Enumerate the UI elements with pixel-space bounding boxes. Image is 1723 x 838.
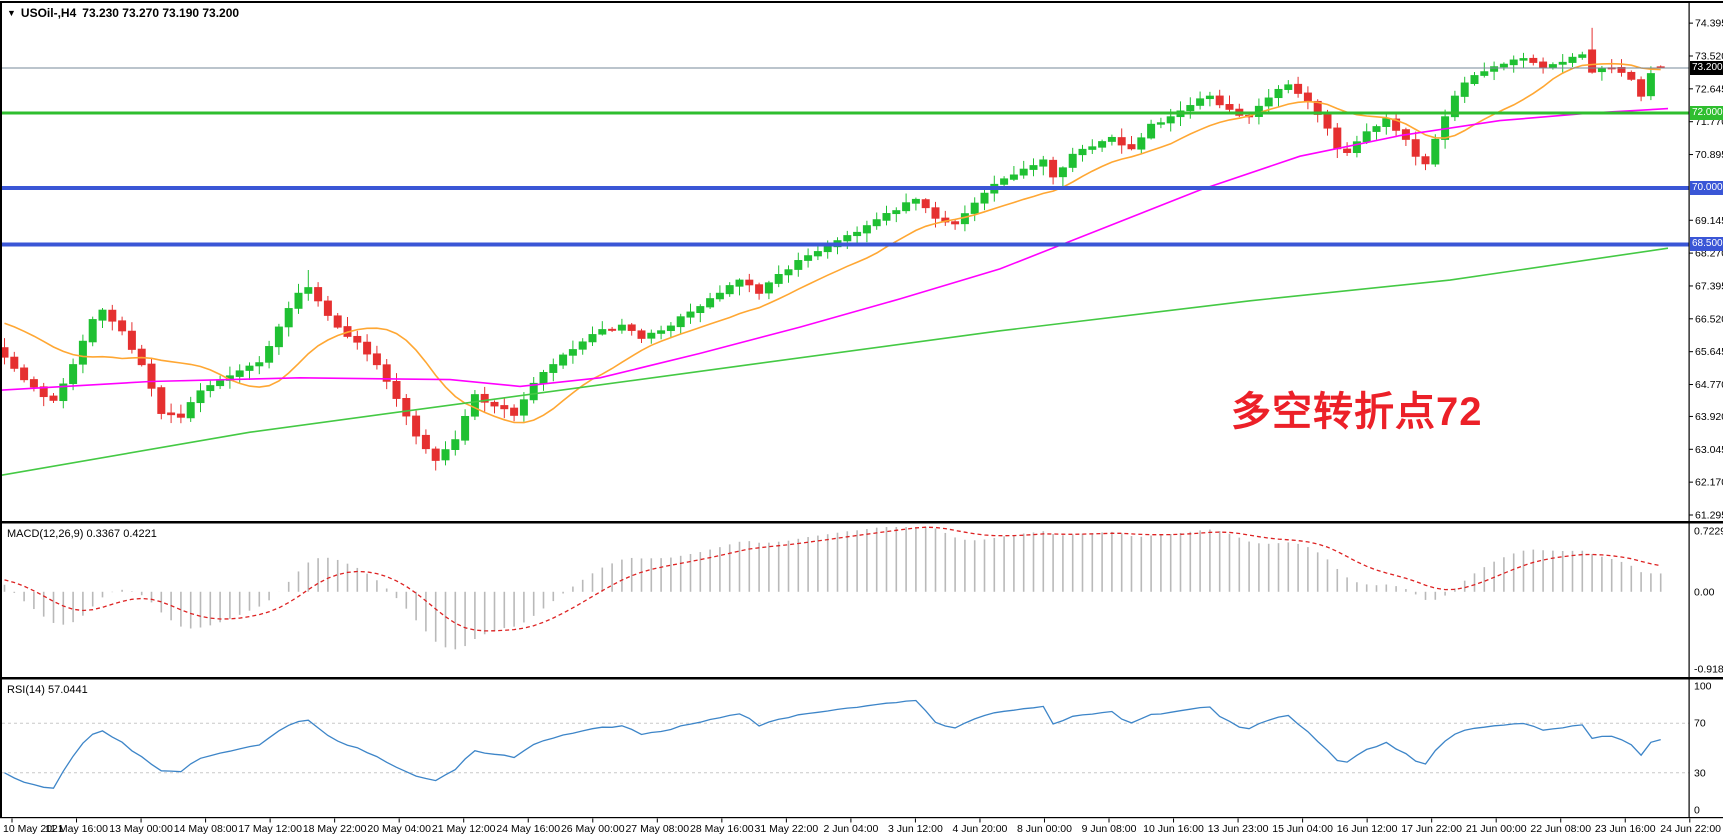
time-tick-label: 23 Jun 16:00: [1595, 823, 1656, 835]
rsi-axis-label: 100: [1694, 681, 1712, 693]
symbol-header: ▼ USOil-,H4 73.230 73.270 73.190 73.200: [7, 6, 239, 20]
price-tick-label: 65.645: [1695, 346, 1723, 358]
rsi-value: 57.0441: [47, 684, 88, 696]
level-badge-72: 72.000: [1690, 106, 1723, 120]
macd-panel[interactable]: [3, 526, 1662, 650]
level-badge-68-5: 68.500: [1690, 237, 1723, 251]
price-tick-label: 66.520: [1695, 313, 1723, 325]
macd-value-signal: 0.4221: [123, 528, 157, 540]
time-tick-label: 17 Jun 22:00: [1401, 823, 1462, 835]
time-tick-label: 21 May 12:00: [432, 823, 496, 835]
time-tick-label: 26 May 00:00: [561, 823, 625, 835]
time-tick-label: 2 Jun 04:00: [823, 823, 878, 835]
time-tick-label: 10 Jun 16:00: [1143, 823, 1204, 835]
time-tick-label: 13 Jun 23:00: [1208, 823, 1269, 835]
moving-averages: [0, 62, 1669, 477]
rsi-title: RSI(14): [7, 684, 45, 696]
price-tick-label: 64.770: [1695, 379, 1723, 391]
time-tick-label: 20 May 04:00: [367, 823, 431, 835]
rsi-line: [4, 699, 1661, 789]
rsi-axis-label: 30: [1694, 767, 1706, 779]
macd-signal-line: [4, 526, 1661, 632]
rsi-axis-label: 70: [1694, 718, 1706, 730]
time-tick-label: 14 May 08:00: [174, 823, 238, 835]
time-tick-label: 10 May 2021: [3, 823, 64, 835]
price-tick-label: 74.395: [1695, 18, 1723, 30]
time-tick-label: 22 Jun 08:00: [1530, 823, 1591, 835]
ohlc-values: 73.230 73.270 73.190 73.200: [82, 6, 240, 20]
ma-mid-line: [0, 107, 1669, 391]
symbol-name: USOil-,H4: [20, 6, 77, 20]
macd-indicator-label: MACD(12,26,9) 0.3367 0.4221: [7, 528, 157, 540]
rsi-panel[interactable]: [2, 699, 1689, 789]
price-tick-label: 63.045: [1695, 444, 1723, 456]
price-tick-label: 69.145: [1695, 215, 1723, 227]
macd-value-main: 0.3367: [86, 528, 121, 540]
level-badge-70: 70.000: [1690, 181, 1723, 195]
time-tick-label: 3 Jun 12:00: [888, 823, 943, 835]
time-tick-label: 4 Jun 20:00: [953, 823, 1008, 835]
current-price-badge: 73.200: [1690, 61, 1723, 75]
time-tick-label: 31 May 22:00: [755, 823, 819, 835]
time-tick-label: 27 May 08:00: [625, 823, 689, 835]
rsi-axis-label: 0: [1694, 805, 1700, 817]
time-tick-label: 8 Jun 00:00: [1017, 823, 1072, 835]
time-tick-label: 18 May 22:00: [303, 823, 367, 835]
price-tick-label: 63.920: [1695, 411, 1723, 423]
rsi-indicator-label: RSI(14) 57.0441: [7, 684, 88, 696]
ma-fast-line: [4, 62, 1661, 424]
macd-axis-label: 0.00: [1694, 586, 1715, 598]
time-tick-label: 11 May 16:00: [45, 823, 108, 835]
macd-axis-label: 0.7229: [1694, 526, 1723, 538]
macd-title: MACD(12,26,9): [7, 528, 84, 540]
price-tick-label: 72.645: [1695, 83, 1723, 95]
price-tick-label: 61.295: [1695, 510, 1723, 522]
chart-dropdown-icon[interactable]: ▼: [7, 8, 16, 18]
price-tick-label: 70.895: [1695, 149, 1723, 161]
time-tick-label: 24 Jun 22:00: [1660, 823, 1721, 835]
time-tick-label: 21 Jun 00:00: [1466, 823, 1527, 835]
time-tick-label: 16 Jun 12:00: [1337, 823, 1398, 835]
time-tick-label: 28 May 16:00: [690, 823, 754, 835]
horizontal-lines[interactable]: [2, 67, 1689, 247]
time-tick-label: 24 May 16:00: [496, 823, 560, 835]
time-tick-label: 13 May 00:00: [109, 823, 173, 835]
price-tick-label: 73.520: [1695, 50, 1723, 62]
price-tick-label: 62.170: [1695, 477, 1723, 489]
time-tick-label: 9 Jun 08:00: [1082, 823, 1137, 835]
candles-group[interactable]: [0, 27, 1665, 471]
chart-text-annotation: 多空转折点72: [1231, 390, 1483, 434]
time-tick-label: 17 May 12:00: [238, 823, 302, 835]
macd-axis-label: -0.9185: [1694, 664, 1723, 676]
panel-borders: [0, 1, 1723, 819]
time-tick-label: 15 Jun 04:00: [1272, 823, 1333, 835]
ma-long-line: [0, 247, 1669, 477]
price-tick-label: 67.395: [1695, 280, 1723, 292]
